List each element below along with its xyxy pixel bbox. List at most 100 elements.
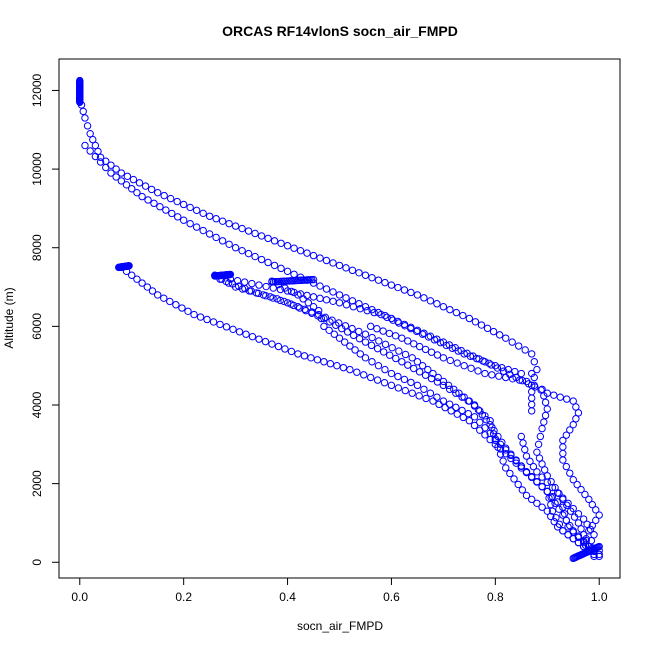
data-point [435,400,443,409]
data-point [268,340,276,348]
data-point [112,165,120,173]
data-point [96,153,105,162]
data-point [540,392,548,400]
data-point [453,410,461,418]
data-point [389,316,397,324]
data-point [361,330,370,338]
data-point [445,385,454,393]
data-point [274,342,283,351]
data-point [496,450,505,458]
data-point [186,219,194,228]
data-point [574,538,583,547]
data-point [521,445,529,454]
data-point [380,379,389,387]
data-point [412,327,421,336]
data-point [550,391,558,399]
y-tick-label: 2000 [30,470,44,497]
data-point [329,259,337,267]
data-point [270,237,279,245]
data-point [387,369,396,378]
data-point [257,232,266,240]
data-point [442,341,451,350]
data-point [387,314,396,323]
y-tick-label: 6000 [30,313,44,340]
data-point [168,209,176,218]
data-point [212,233,220,242]
data-point [248,279,256,288]
data-point [586,525,595,534]
data-point [545,494,553,502]
data-point [277,264,285,273]
data-point [577,525,585,533]
data-point [153,291,162,299]
data-point [144,196,152,204]
data-point [563,501,571,509]
data-point [326,318,334,326]
data-point [585,495,593,504]
data-point [172,301,180,309]
data-point [394,283,402,292]
data-point [351,346,359,354]
data-point [333,361,341,370]
data-point [470,413,479,421]
data-point [433,393,441,401]
data-point [355,335,364,343]
data-point [178,304,186,312]
data-point [508,375,517,383]
data-point [536,432,545,441]
data-point [439,397,448,405]
data-point [216,320,224,329]
data-point [579,531,588,539]
data-point [153,188,162,197]
data-point [413,358,422,366]
data-point [270,261,279,270]
data-point [381,365,389,374]
data-point [408,389,416,397]
data-point [368,358,376,366]
data-point [547,512,555,521]
data-point [238,224,246,233]
data-point [257,255,266,264]
data-point [538,460,546,468]
data-point [226,270,235,279]
data-point [588,521,596,530]
data-point [527,369,536,378]
data-point [541,411,550,420]
data-point [543,405,551,413]
data-point [128,271,136,279]
data-point [499,367,508,375]
data-point [283,299,292,307]
data-point [238,246,246,255]
data-point [488,371,496,379]
data-point [454,347,462,355]
data-point [487,361,495,369]
data-point [335,299,344,307]
data-point [418,361,427,370]
data-point [527,350,536,358]
data-point [420,294,428,302]
data-point [577,485,585,494]
data-point [562,462,571,471]
data-point [335,334,344,342]
data-point [458,393,466,401]
data-point [413,291,422,299]
data-point [508,338,516,346]
data-point [481,431,489,439]
data-point [160,191,168,200]
data-point [465,417,474,425]
data-point [566,426,574,434]
data-point [413,326,422,334]
data-point [242,330,250,338]
data-point [495,331,504,339]
data-point [112,173,120,181]
data-point [515,376,524,384]
data-point [135,179,144,187]
data-point [502,450,510,458]
data-point [199,209,207,218]
data-point [581,490,589,499]
data-point [555,520,564,528]
data-point [548,507,557,515]
data-point [381,340,390,349]
data-point [373,344,382,353]
data-point [373,376,382,384]
